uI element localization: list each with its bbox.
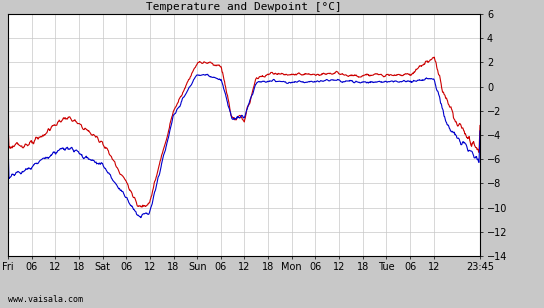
Text: www.vaisala.com: www.vaisala.com (8, 295, 83, 304)
Title: Temperature and Dewpoint [°C]: Temperature and Dewpoint [°C] (146, 2, 342, 12)
